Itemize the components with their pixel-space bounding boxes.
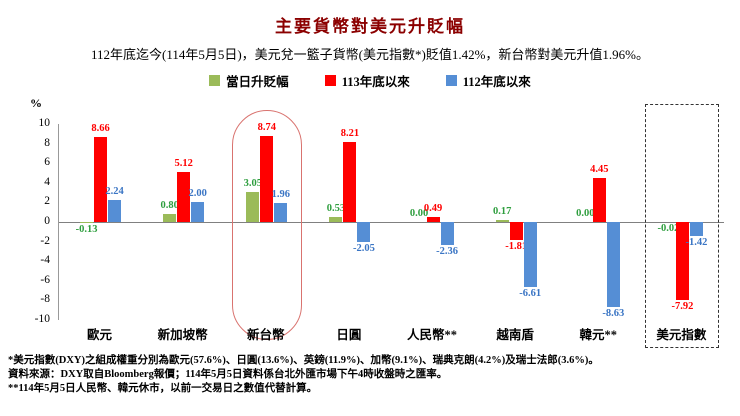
bar: [246, 192, 260, 222]
y-axis-tick-label: -4: [40, 254, 50, 267]
legend-item-since-end-112: 112年底以來: [445, 71, 531, 90]
x-axis-category-row: 歐元 新加坡幣 新台幣 日圓 人民幣** 越南盾 韓元** 美元指數: [58, 324, 724, 342]
bar-value-label: 8.21: [340, 127, 360, 139]
bar-value-label: 0.00: [409, 208, 429, 219]
bar: [274, 202, 288, 222]
y-axis-tick-label: 10: [38, 117, 51, 129]
bar: [94, 137, 108, 222]
bar-value-label: -2.05: [353, 243, 375, 255]
bar-value-label: -1.81: [505, 240, 528, 252]
bar-value-label: 4.45: [590, 164, 609, 176]
bar-value-label: 0.00: [576, 208, 595, 219]
bar-value-label: 0.49: [423, 203, 443, 215]
bar-value-label: 0.17: [493, 206, 512, 218]
footnote-dxy-weights: *美元指數(DXY)之組成權重分別為歐元(57.6%)、日圓(13.6%)、英鎊…: [8, 355, 599, 366]
legend-label-daily-change: 當日升貶幅: [226, 74, 289, 89]
bar-value-label: 5.12: [174, 157, 193, 169]
x-axis-category-label: 越南盾: [496, 328, 534, 342]
chart-title: 主要貨幣對美元升貶幅: [275, 17, 465, 36]
highlight-oval-twd: [231, 110, 302, 340]
plot-area: -0.13 8.66 2.24 0.80 5.12 2.00 3.05 8.74 1.96 0.5…: [58, 104, 724, 348]
x-axis-category-label: 新台幣: [247, 328, 285, 342]
x-axis-category-label: 韓元**: [579, 328, 618, 342]
legend-swatch-blue: [445, 74, 457, 86]
bar: [163, 214, 177, 222]
bar: [357, 222, 371, 243]
y-axis-tick-label: -8: [40, 293, 50, 306]
bar: [191, 202, 205, 222]
footnote-source: 資料來源：DXY取自Bloomberg報價；114年5月5日資料係台北外匯市場下…: [8, 369, 448, 380]
highlight-dashed-usd-index: [645, 104, 720, 348]
bar: [689, 222, 703, 236]
y-axis-tick-label: 4: [44, 175, 50, 188]
bar: [523, 222, 537, 287]
y-axis-tick-label: 0: [44, 215, 50, 227]
legend: 當日升貶幅 113年底以來 112年底以來: [0, 71, 740, 90]
bar-value-label: -1.42: [685, 236, 708, 248]
bar: [606, 222, 620, 307]
y-axis-tick-label: 8: [44, 136, 50, 149]
x-axis-category-label: 人民幣**: [407, 328, 458, 342]
y-axis-tick-label: -2: [40, 234, 50, 247]
bar: [495, 220, 509, 222]
bar: [260, 136, 274, 222]
bar-value-label: -8.63: [602, 307, 625, 319]
bar: [440, 222, 454, 246]
footnotes: *美元指數(DXY)之組成權重分別為歐元(57.6%)、日圓(13.6%)、英鎊…: [0, 354, 740, 396]
y-axis-unit-label: %: [30, 96, 42, 110]
bar-value-label: -6.61: [519, 287, 542, 299]
bar-value-label: 3.05: [243, 178, 262, 190]
bar: [80, 222, 94, 224]
bar-value-label: -2.36: [436, 246, 458, 258]
bar-value-label: 0.80: [160, 200, 179, 212]
bar-value-label: 1.96: [271, 188, 290, 200]
chart-subtitle: 112年底迄今(114年5月5日)，美元兌一籃子貨幣(美元指數*)貶值1.42%…: [90, 47, 649, 62]
bar-value-label: 2.00: [188, 188, 207, 200]
bar: [509, 222, 523, 240]
bar-value-label: -7.92: [671, 300, 694, 312]
chart-area: % 10 8 6 4 2 0 -2 -4 -6 -8 -10 -0.13 8.66 2.24 0.80 5.…: [0, 92, 740, 350]
bar: [592, 178, 606, 222]
bar-value-label: -0.02: [657, 223, 680, 235]
bar-value-label: 0.53: [326, 202, 346, 214]
footnote-market-closed: **114年5月5日人民幣、韓元休市，以前一交易日之數值代替計算。: [8, 383, 318, 394]
legend-label-since-end-113: 113年底以來: [341, 74, 410, 89]
bar: [329, 216, 343, 222]
bar: [675, 222, 689, 300]
bar: [426, 217, 440, 222]
x-axis-category-label: 日圓: [336, 328, 362, 342]
legend-label-since-end-112: 112年底以來: [462, 74, 531, 89]
bar-value-label: 2.24: [105, 186, 124, 198]
legend-item-daily-change: 當日升貶幅: [209, 71, 289, 90]
x-axis-category-label: 新加坡幣: [157, 328, 208, 342]
bar: [343, 141, 357, 222]
zero-axis-line: [59, 221, 724, 223]
bar: [108, 200, 122, 222]
bar-value-label: 8.66: [91, 123, 110, 135]
x-axis-category-label: 美元指數: [656, 328, 707, 342]
x-axis-category-label: 歐元: [87, 328, 113, 342]
legend-item-since-end-113: 113年底以來: [324, 71, 410, 90]
legend-swatch-red: [324, 74, 336, 86]
y-axis-tick-label: 2: [44, 195, 50, 208]
bar: [177, 171, 191, 222]
legend-swatch-green: [209, 74, 221, 86]
y-axis: 10 8 6 4 2 0 -2 -4 -6 -8 -10: [18, 117, 54, 325]
y-axis-tick-label: 6: [44, 156, 50, 169]
y-axis-tick-label: -10: [34, 313, 50, 325]
bar-value-label: -0.13: [75, 224, 98, 236]
y-axis-tick-label: -6: [40, 273, 50, 286]
